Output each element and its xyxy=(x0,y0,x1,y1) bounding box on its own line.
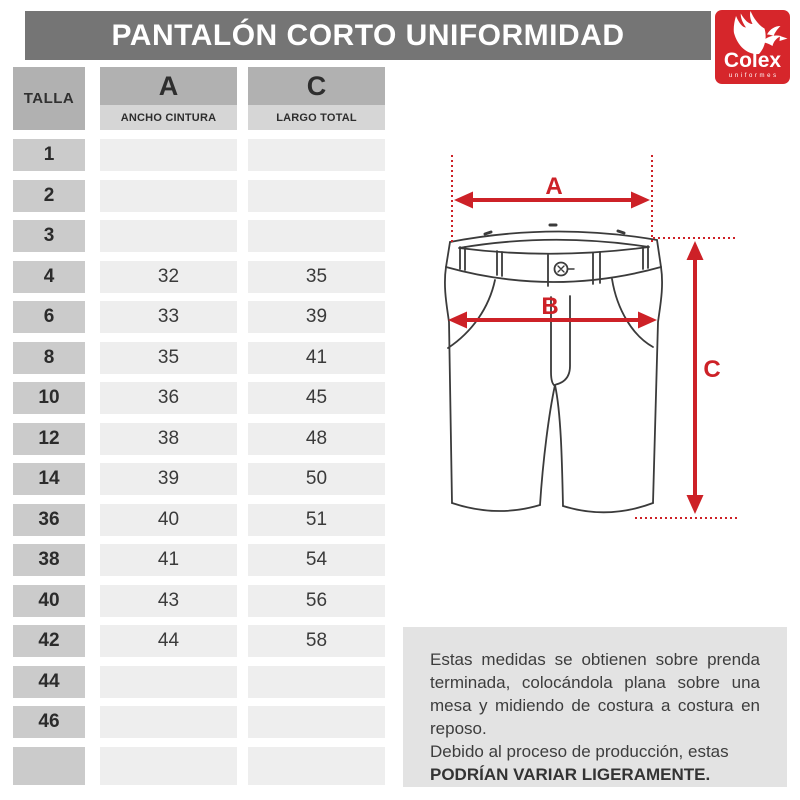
size-cell: 12 xyxy=(13,422,85,455)
waist-value-cell xyxy=(100,179,237,212)
page-title-bar: PANTALÓN CORTO UNIFORMIDAD xyxy=(25,11,711,60)
arrowheads xyxy=(448,191,704,514)
size-cell: 46 xyxy=(13,706,85,738)
size-cell: 10 xyxy=(13,382,85,414)
size-cell: 8 xyxy=(13,341,85,374)
shorts-drawing xyxy=(444,223,663,514)
size-cell: 40 xyxy=(13,584,85,617)
size-cell: 2 xyxy=(13,179,85,212)
length-value-cell xyxy=(248,220,385,252)
measure-label-b: B xyxy=(541,293,558,320)
table-row: 2 xyxy=(13,179,385,212)
size-cell xyxy=(13,746,85,785)
waist-value-cell xyxy=(100,746,237,785)
table-row: 12 38 48 xyxy=(13,422,385,455)
column-letter-c: C xyxy=(248,67,385,105)
column-sublabel-c: LARGO TOTAL xyxy=(248,105,385,130)
note-text-bold: PODRÍAN VARIAR LIGERAMENTE. xyxy=(430,765,711,784)
length-value-cell: 41 xyxy=(248,341,385,374)
size-cell: 1 xyxy=(13,139,85,171)
table-row: 3 xyxy=(13,220,385,252)
table-row: 38 41 54 xyxy=(13,544,385,576)
table-row: 8 35 41 xyxy=(13,341,385,374)
brand-tagline: uniformes xyxy=(728,73,779,79)
table-row: 6 33 39 xyxy=(13,301,385,333)
size-cell: 4 xyxy=(13,260,85,293)
table-row: 14 39 50 xyxy=(13,463,385,495)
waist-value-cell: 43 xyxy=(100,584,237,617)
column-letter-a: A xyxy=(100,67,237,105)
measurement-arrows: A B C xyxy=(448,155,738,519)
brand-name: Colex xyxy=(723,49,782,72)
note-text-2: Debido al proceso de producción, estas xyxy=(430,742,729,761)
size-cell: 14 xyxy=(13,463,85,495)
size-table-body: 1 2 3 4 32 35 6 33 39 8 35 41 10 36 45 12 38 48 14 39 50 36 40… xyxy=(13,139,385,785)
length-value-cell: 48 xyxy=(248,422,385,455)
page-title: PANTALÓN CORTO UNIFORMIDAD xyxy=(111,18,625,52)
table-row: 36 40 51 xyxy=(13,503,385,536)
waist-value-cell: 33 xyxy=(100,301,237,333)
length-value-cell: 58 xyxy=(248,625,385,657)
waist-value-cell xyxy=(100,139,237,171)
length-value-cell xyxy=(248,179,385,212)
table-row: 10 36 45 xyxy=(13,382,385,414)
size-table-header: TALLA A ANCHO CINTURA C LARGO TOTAL xyxy=(13,67,385,130)
waist-value-cell: 39 xyxy=(100,463,237,495)
size-cell: 38 xyxy=(13,544,85,576)
table-row xyxy=(13,746,385,785)
length-value-cell: 51 xyxy=(248,503,385,536)
waist-value-cell: 36 xyxy=(100,382,237,414)
column-header-a: A ANCHO CINTURA xyxy=(100,67,237,130)
column-header-talla: TALLA xyxy=(13,67,85,130)
bird-icon xyxy=(733,11,788,55)
measure-label-a: A xyxy=(545,173,562,200)
size-cell: 3 xyxy=(13,220,85,252)
waist-value-cell xyxy=(100,706,237,738)
length-value-cell: 39 xyxy=(248,301,385,333)
table-row: 1 xyxy=(13,139,385,171)
waist-value-cell: 44 xyxy=(100,625,237,657)
shorts-measurement-diagram: A B C xyxy=(444,155,738,519)
length-value-cell: 56 xyxy=(248,584,385,617)
waist-value-cell: 32 xyxy=(100,260,237,293)
note-paragraph-2: Debido al proceso de producción, estas P… xyxy=(430,740,760,786)
waist-value-cell: 38 xyxy=(100,422,237,455)
note-paragraph: Estas medidas se obtienen sobre prenda t… xyxy=(430,648,760,740)
table-row: 44 xyxy=(13,665,385,698)
length-value-cell: 50 xyxy=(248,463,385,495)
size-cell: 42 xyxy=(13,625,85,657)
length-value-cell xyxy=(248,746,385,785)
waist-value-cell xyxy=(100,665,237,698)
length-value-cell: 54 xyxy=(248,544,385,576)
length-value-cell xyxy=(248,665,385,698)
measure-label-c: C xyxy=(703,356,720,383)
waist-value-cell: 35 xyxy=(100,341,237,374)
brand-logo: Colex uniformes xyxy=(715,10,790,84)
size-cell: 6 xyxy=(13,301,85,333)
waist-value-cell xyxy=(100,220,237,252)
waist-value-cell: 41 xyxy=(100,544,237,576)
length-value-cell: 35 xyxy=(248,260,385,293)
length-value-cell: 45 xyxy=(248,382,385,414)
table-row: 46 xyxy=(13,706,385,738)
length-value-cell xyxy=(248,706,385,738)
column-sublabel-a: ANCHO CINTURA xyxy=(100,105,237,130)
extension-dotted-lines xyxy=(451,155,738,519)
note-text: Estas medidas se obtienen sobre prenda t… xyxy=(430,650,760,738)
size-cell: 36 xyxy=(13,503,85,536)
table-row: 42 44 58 xyxy=(13,625,385,657)
size-cell: 44 xyxy=(13,665,85,698)
column-header-c: C LARGO TOTAL xyxy=(248,67,385,130)
table-row: 4 32 35 xyxy=(13,260,385,293)
measurement-note: Estas medidas se obtienen sobre prenda t… xyxy=(403,627,787,787)
waist-value-cell: 40 xyxy=(100,503,237,536)
length-value-cell xyxy=(248,139,385,171)
table-row: 40 43 56 xyxy=(13,584,385,617)
